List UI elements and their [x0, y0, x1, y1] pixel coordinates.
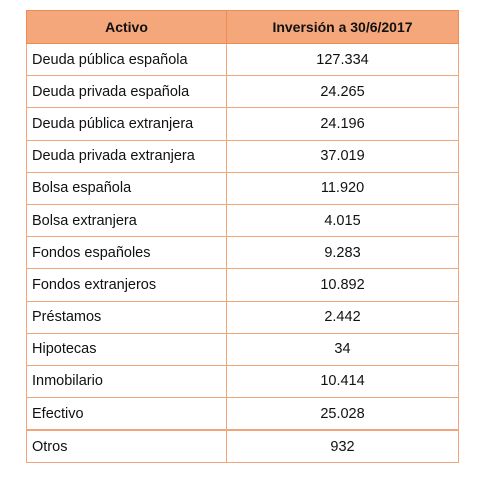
cell-inversion: 25.028 [226, 397, 459, 431]
cell-inversion: 37.019 [226, 139, 459, 173]
table-row: Otros 932 [26, 429, 459, 464]
table-row: Bolsa extranjera 4.015 [26, 203, 459, 238]
table-row: Fondos españoles 9.283 [26, 236, 459, 270]
cell-inversion: 34 [226, 332, 459, 366]
cell-activo: Efectivo [26, 397, 227, 431]
cell-inversion: 127.334 [226, 42, 459, 77]
cell-inversion: 9.283 [226, 236, 459, 270]
cell-activo: Deuda privada extranjera [26, 139, 227, 173]
cell-activo: Deuda privada española [26, 75, 227, 109]
table-row: Préstamos 2.442 [26, 300, 459, 334]
cell-activo: Deuda pública española [26, 42, 227, 77]
table-header-row: Activo Inversión a 30/6/2017 [26, 10, 459, 44]
cell-activo: Otros [26, 429, 227, 464]
cell-activo: Bolsa española [26, 171, 227, 205]
investment-table-container: Activo Inversión a 30/6/2017 Deuda públi… [26, 10, 459, 464]
table-row: Deuda privada española 24.265 [26, 75, 459, 109]
cell-activo: Fondos extranjeros [26, 268, 227, 302]
cell-inversion: 24.265 [226, 75, 459, 109]
column-header-inversion: Inversión a 30/6/2017 [226, 10, 459, 44]
cell-activo: Préstamos [26, 300, 227, 334]
table-row: Fondos extranjeros 10.892 [26, 268, 459, 302]
cell-activo: Bolsa extranjera [26, 203, 227, 238]
table-row: Inmobilario 10.414 [26, 364, 459, 399]
table-row: Efectivo 25.028 [26, 397, 459, 431]
table-row: Deuda pública española 127.334 [26, 42, 459, 77]
cell-inversion: 932 [226, 429, 459, 464]
column-header-activo: Activo [26, 10, 227, 44]
cell-activo: Fondos españoles [26, 236, 227, 270]
table-row: Deuda privada extranjera 37.019 [26, 139, 459, 173]
cell-inversion: 2.442 [226, 300, 459, 334]
cell-inversion: 4.015 [226, 203, 459, 238]
table-row: Bolsa española 11.920 [26, 171, 459, 205]
cell-activo: Deuda pública extranjera [26, 107, 227, 141]
table-row: Hipotecas 34 [26, 332, 459, 366]
table-row: Deuda pública extranjera 24.196 [26, 107, 459, 141]
cell-inversion: 10.892 [226, 268, 459, 302]
investment-table: Activo Inversión a 30/6/2017 Deuda públi… [26, 10, 459, 464]
cell-activo: Hipotecas [26, 332, 227, 366]
cell-activo: Inmobilario [26, 364, 227, 399]
cell-inversion: 11.920 [226, 171, 459, 205]
cell-inversion: 24.196 [226, 107, 459, 141]
cell-inversion: 10.414 [226, 364, 459, 399]
